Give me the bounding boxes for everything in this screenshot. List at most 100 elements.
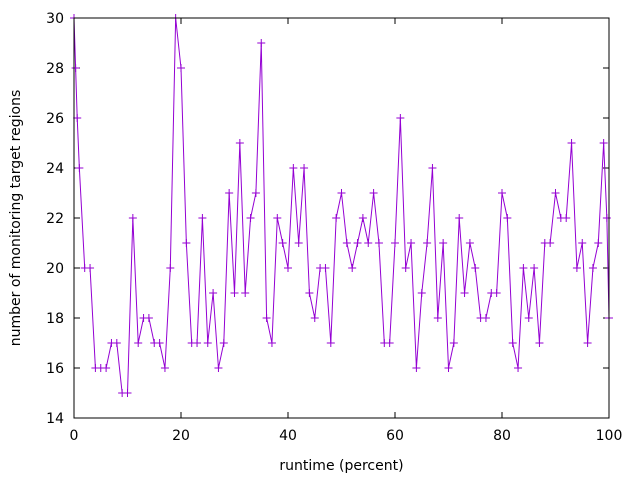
- series-line: [73, 17, 610, 394]
- data-point-marker: [262, 314, 271, 322]
- data-point-marker: [230, 289, 239, 297]
- data-point-marker: [284, 264, 292, 272]
- data-point-marker: [246, 214, 255, 222]
- data-point-marker: [209, 289, 218, 297]
- data-point-marker: [102, 364, 111, 372]
- x-tick-label: 100: [596, 428, 623, 444]
- data-point-marker: [519, 264, 528, 272]
- data-point-marker: [551, 189, 560, 197]
- data-point-marker: [273, 214, 282, 222]
- data-point-marker: [588, 264, 597, 272]
- data-point-marker: [530, 264, 539, 272]
- data-point-marker: [75, 164, 84, 172]
- data-point-marker: [374, 239, 383, 247]
- data-point-marker: [417, 289, 426, 297]
- data-point-marker: [471, 264, 480, 272]
- data-point-marker: [326, 339, 335, 347]
- y-tick-label: 30: [46, 11, 64, 27]
- data-point-marker: [257, 39, 266, 47]
- data-point-marker: [267, 339, 276, 347]
- data-point-marker: [225, 189, 234, 197]
- y-tick-label: 28: [46, 61, 64, 77]
- data-point-marker: [278, 239, 287, 247]
- data-point-marker: [401, 264, 410, 272]
- data-point-marker: [166, 264, 175, 272]
- data-point-marker: [498, 189, 506, 197]
- y-tick-label: 18: [46, 311, 64, 327]
- data-point-marker: [599, 139, 608, 147]
- data-point-marker: [342, 239, 351, 247]
- data-point-marker: [193, 339, 202, 347]
- data-point-marker: [396, 114, 405, 122]
- data-point-marker: [155, 339, 164, 347]
- data-point-marker: [433, 314, 442, 322]
- data-point-marker: [198, 214, 207, 222]
- data-point-marker: [86, 264, 95, 272]
- data-point-marker: [294, 239, 303, 247]
- y-axis-label: number of monitoring target regions: [8, 90, 24, 347]
- data-point-marker: [71, 64, 80, 72]
- data-point-marker: [514, 364, 523, 372]
- x-tick-label: 80: [493, 428, 511, 444]
- data-point-marker: [578, 239, 587, 247]
- series-layer: [70, 14, 613, 397]
- data-point-marker: [134, 339, 143, 347]
- data-point-marker: [160, 364, 169, 372]
- data-point-marker: [182, 239, 191, 247]
- data-point-marker: [358, 214, 367, 222]
- data-point-marker: [144, 314, 153, 322]
- y-tick-label: 20: [46, 261, 64, 277]
- plot-frame: [73, 17, 610, 419]
- data-point-marker: [289, 164, 298, 172]
- data-point-marker: [503, 214, 512, 222]
- y-tick-label: 26: [46, 111, 64, 127]
- data-point-marker: [465, 239, 474, 247]
- y-tick-label: 14: [46, 411, 64, 427]
- data-point-marker: [241, 289, 250, 297]
- x-tick-label: 60: [386, 428, 404, 444]
- data-point-marker: [594, 239, 603, 247]
- data-point-marker: [305, 289, 314, 297]
- data-point-marker: [369, 189, 378, 197]
- data-point-marker: [444, 364, 453, 372]
- data-point-marker: [235, 139, 244, 147]
- data-point-marker: [364, 239, 373, 247]
- data-point-marker: [321, 264, 330, 272]
- data-point-marker: [214, 364, 223, 372]
- data-point-marker: [583, 339, 592, 347]
- data-point-marker: [177, 64, 185, 72]
- data-point-marker: [203, 339, 212, 347]
- data-point-marker: [567, 139, 576, 147]
- data-point-marker: [481, 314, 490, 322]
- data-point-marker: [332, 214, 341, 222]
- data-point-marker: [460, 289, 469, 297]
- data-point-marker: [562, 214, 571, 222]
- data-point-marker: [423, 239, 432, 247]
- data-point-marker: [508, 339, 517, 347]
- data-point-marker: [602, 214, 611, 222]
- y-tick-label: 16: [46, 361, 64, 377]
- x-tick-label: 40: [279, 428, 297, 444]
- data-point-marker: [412, 364, 421, 372]
- data-point-marker: [449, 339, 458, 347]
- data-point-marker: [353, 239, 362, 247]
- data-point-marker: [112, 339, 121, 347]
- data-point-marker: [251, 189, 260, 197]
- data-point-marker: [123, 389, 132, 397]
- data-point-marker: [535, 339, 544, 347]
- data-point-marker: [455, 214, 464, 222]
- data-point-marker: [546, 239, 555, 247]
- data-point-marker: [391, 239, 399, 247]
- x-axis-label: runtime (percent): [279, 458, 403, 474]
- data-point-marker: [407, 239, 416, 247]
- data-point-marker: [73, 114, 82, 122]
- data-point-marker: [524, 314, 533, 322]
- data-point-marker: [428, 164, 437, 172]
- y-tick-label: 22: [46, 211, 64, 227]
- data-point-marker: [385, 339, 394, 347]
- data-point-marker: [337, 189, 346, 197]
- x-tick-label: 0: [70, 428, 79, 444]
- x-tick-label: 20: [172, 428, 190, 444]
- data-point-marker: [492, 289, 501, 297]
